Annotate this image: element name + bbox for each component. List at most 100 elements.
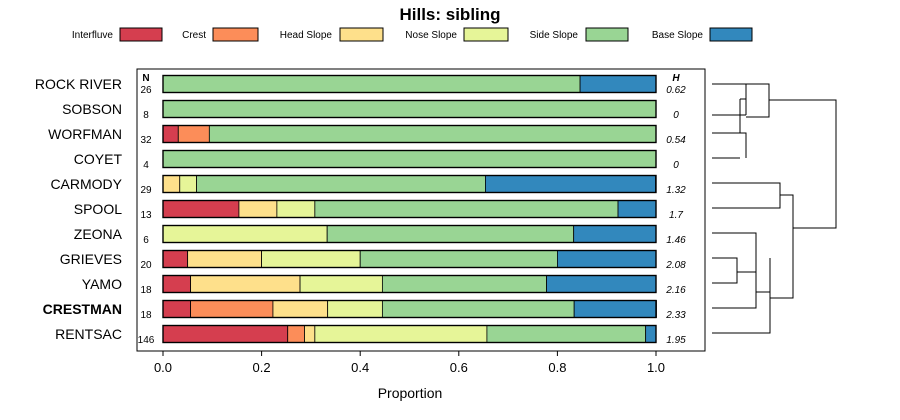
category-label: SPOOL xyxy=(74,201,122,217)
bar-outline xyxy=(162,74,657,94)
bar-segment xyxy=(573,225,657,243)
bar-segment xyxy=(485,175,656,193)
n-value: 18 xyxy=(140,310,152,321)
bar-segment xyxy=(645,325,657,343)
legend-swatch xyxy=(339,27,384,42)
n-value: 20 xyxy=(140,260,152,271)
category-label: CARMODY xyxy=(50,176,122,192)
legend-swatch xyxy=(709,27,753,42)
x-tick-label: 0.6 xyxy=(450,360,468,375)
h-value: 0 xyxy=(673,110,679,121)
bar-segment xyxy=(208,125,657,143)
bar-segment xyxy=(162,225,328,243)
h-value: 0.62 xyxy=(666,85,686,96)
bar-outline xyxy=(162,149,657,169)
legend-label: Base Slope xyxy=(652,30,704,41)
bar-segment xyxy=(304,325,316,343)
bar-outline xyxy=(162,324,657,344)
category-label: GRIEVES xyxy=(60,251,122,267)
dendrogram-branch xyxy=(712,98,746,159)
bar-segment xyxy=(261,250,361,268)
bar-outline xyxy=(162,274,657,294)
bar-segment xyxy=(381,275,547,293)
bar-segment xyxy=(162,75,581,93)
bar-outline xyxy=(162,249,657,269)
n-value: 13 xyxy=(140,210,152,221)
bar-segment xyxy=(162,325,289,343)
n-value: 4 xyxy=(143,160,149,171)
dendrogram-branch xyxy=(712,252,757,309)
bar-segment xyxy=(190,275,301,293)
bar-segment xyxy=(617,200,657,218)
x-tick-label: 0.0 xyxy=(154,360,172,375)
n-value: 18 xyxy=(140,285,152,296)
bar-segment xyxy=(326,225,575,243)
bar-rows: ROCK RIVER 26 0.62 SOBSON 8 0 WORFMAN 32 0.54 COY… xyxy=(35,74,686,346)
bar-segment xyxy=(162,100,657,118)
legend-label: Side Slope xyxy=(530,30,579,41)
bar-segment xyxy=(557,250,657,268)
x-tick-label: 0.2 xyxy=(253,360,271,375)
legend-label: Interfluve xyxy=(72,30,114,41)
h-value: 2.33 xyxy=(665,310,686,321)
x-tick-label: 1.0 xyxy=(647,360,665,375)
bar-segment xyxy=(162,275,192,293)
h-value: 0.54 xyxy=(666,135,686,146)
dendrogram-branch xyxy=(770,194,794,299)
bar-segment xyxy=(299,275,383,293)
bar-segment xyxy=(276,200,316,218)
legend-label: Head Slope xyxy=(280,30,333,41)
h-column-header: H xyxy=(672,73,680,84)
category-label: COYET xyxy=(74,151,123,167)
bar-outline xyxy=(162,224,657,244)
h-value: 0 xyxy=(673,160,679,171)
bar-segment xyxy=(381,300,575,318)
bar-segment xyxy=(314,200,619,218)
category-label: WORFMAN xyxy=(48,126,122,142)
n-value: 32 xyxy=(140,135,152,146)
dendrogram-branch xyxy=(712,257,738,284)
bar-segment xyxy=(187,250,262,268)
bar-segment xyxy=(196,175,486,193)
category-label: ZEONA xyxy=(74,226,123,242)
bar-segment xyxy=(573,300,657,318)
dendrogram-branch xyxy=(756,258,771,293)
bar-outline xyxy=(162,199,657,219)
bar-segment xyxy=(162,200,240,218)
bar-segment xyxy=(162,125,179,143)
dendrogram xyxy=(712,83,837,334)
h-value: 1.32 xyxy=(666,185,686,196)
h-value: 1.46 xyxy=(666,235,686,246)
bar-segment xyxy=(177,125,210,143)
dendrogram-branch xyxy=(712,232,757,273)
bar-segment xyxy=(287,325,305,343)
legend: Interfluve Crest Head Slope Nose Slope Side … xyxy=(72,27,753,42)
bar-segment xyxy=(579,75,657,93)
bar-outline xyxy=(162,124,657,144)
category-label: YAMO xyxy=(82,276,122,292)
bar-segment xyxy=(359,250,558,268)
bar-segment xyxy=(486,325,647,343)
n-value: 26 xyxy=(140,85,152,96)
h-value: 1.95 xyxy=(666,335,686,346)
bar-segment xyxy=(546,275,657,293)
bar-segment xyxy=(162,150,657,168)
n-value: 146 xyxy=(138,335,155,346)
category-label: ROCK RIVER xyxy=(35,76,122,92)
bar-segment xyxy=(162,300,192,318)
bar-outline xyxy=(162,299,657,319)
dendrogram-branch xyxy=(712,280,771,334)
bar-segment xyxy=(162,250,189,268)
bar-segment xyxy=(272,300,329,318)
legend-swatch xyxy=(119,27,163,42)
bar-segment xyxy=(162,175,181,193)
category-label: SOBSON xyxy=(62,101,122,117)
n-value: 6 xyxy=(143,235,149,246)
n-column-header: N xyxy=(142,73,149,84)
legend-label: Nose Slope xyxy=(405,30,457,41)
x-axis-label: Proportion xyxy=(378,385,443,401)
x-tick-label: 0.4 xyxy=(351,360,369,375)
bar-segment xyxy=(190,300,274,318)
bar-segment xyxy=(179,175,197,193)
